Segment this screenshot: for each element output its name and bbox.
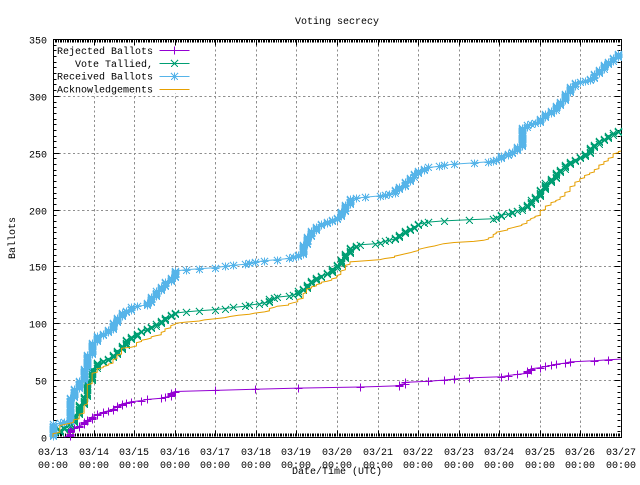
svg-text:03/24: 03/24 (484, 447, 514, 459)
svg-text:00:00: 00:00 (38, 461, 68, 472)
svg-text:00:00: 00:00 (241, 461, 271, 472)
svg-text:350: 350 (29, 37, 47, 48)
svg-text:00:00: 00:00 (79, 461, 109, 472)
svg-text:Rejected Ballots: Rejected Ballots (57, 46, 153, 58)
svg-text:00:00: 00:00 (403, 461, 433, 472)
svg-text:Voting secrecy: Voting secrecy (295, 16, 379, 28)
svg-text:0: 0 (41, 435, 47, 446)
svg-text:03/23: 03/23 (444, 447, 474, 459)
svg-text:03/16: 03/16 (160, 447, 190, 459)
svg-text:03/15: 03/15 (119, 447, 149, 459)
svg-text:Ballots: Ballots (7, 217, 19, 259)
svg-text:00:00: 00:00 (525, 461, 555, 472)
svg-text:03/20: 03/20 (322, 447, 352, 459)
svg-text:00:00: 00:00 (119, 461, 149, 472)
svg-text:03/14: 03/14 (79, 447, 109, 459)
svg-text:03/26: 03/26 (565, 447, 595, 459)
svg-text:00:00: 00:00 (606, 461, 636, 472)
svg-text:00:00: 00:00 (484, 461, 514, 472)
svg-text:200: 200 (29, 208, 47, 219)
svg-text:Date/Time (UTC): Date/Time (UTC) (292, 466, 382, 478)
svg-text:03/25: 03/25 (525, 447, 555, 459)
svg-text:00:00: 00:00 (160, 461, 190, 472)
svg-text:03/22: 03/22 (403, 447, 433, 459)
svg-text:03/21: 03/21 (363, 447, 393, 459)
svg-text:Vote Tallied,: Vote Tallied, (75, 59, 153, 71)
svg-text:03/19: 03/19 (281, 447, 311, 459)
svg-text:03/13: 03/13 (38, 447, 68, 459)
svg-text:250: 250 (29, 151, 47, 162)
svg-text:00:00: 00:00 (363, 461, 393, 472)
svg-text:03/27: 03/27 (606, 447, 636, 459)
svg-text:00:00: 00:00 (322, 461, 352, 472)
svg-text:Acknowledgements: Acknowledgements (57, 84, 153, 96)
svg-text:00:00: 00:00 (200, 461, 230, 472)
svg-text:00:00: 00:00 (565, 461, 595, 472)
svg-text:100: 100 (29, 321, 47, 332)
svg-text:150: 150 (29, 264, 47, 275)
svg-text:Received Ballots: Received Ballots (57, 72, 153, 84)
svg-text:50: 50 (35, 378, 47, 389)
svg-text:03/18: 03/18 (241, 447, 271, 459)
svg-text:00:00: 00:00 (281, 461, 311, 472)
svg-text:300: 300 (29, 94, 47, 105)
svg-text:00:00: 00:00 (444, 461, 474, 472)
svg-text:03/17: 03/17 (200, 447, 230, 459)
